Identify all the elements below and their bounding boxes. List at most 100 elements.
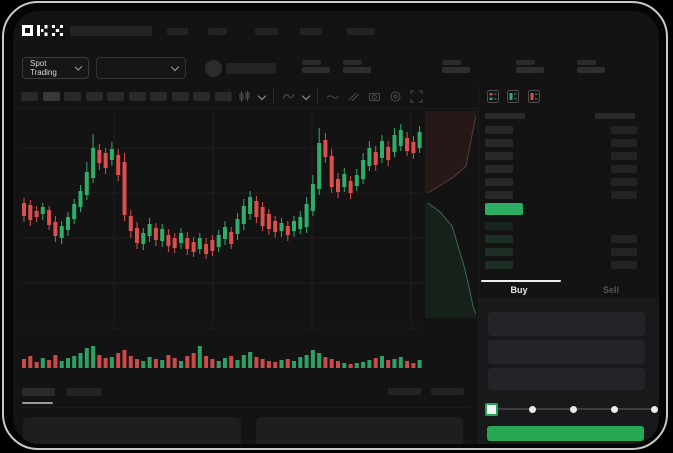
timeframe-button[interactable] (21, 92, 38, 101)
settings-icon[interactable] (389, 90, 402, 103)
active-tab-indicator (481, 280, 561, 282)
timeframe-button[interactable] (107, 92, 124, 101)
depth-asks-line (427, 115, 477, 194)
orderbook-view-toggles (487, 90, 544, 108)
chevron-down-icon (170, 62, 180, 71)
nav-item-placeholder[interactable] (300, 28, 322, 35)
fullscreen-icon[interactable] (410, 90, 423, 103)
pair-dropdown[interactable] (96, 57, 186, 79)
timeframe-button[interactable] (64, 92, 81, 101)
bid-amount-placeholder (611, 248, 637, 256)
bottom-active-tab-indicator (22, 402, 53, 404)
chevron-down-icon (74, 62, 83, 71)
indicators-icon[interactable] (282, 90, 295, 103)
ask-amount-placeholder (611, 178, 637, 186)
divider (13, 108, 478, 109)
timeframe-button[interactable] (193, 92, 210, 101)
depth-bids-fill (425, 203, 476, 318)
slider-handle[interactable] (484, 403, 498, 416)
timeframe-button[interactable] (128, 92, 146, 101)
nav-item-placeholder[interactable] (167, 28, 188, 35)
ask-amount-placeholder (611, 152, 637, 160)
bottom-tab-orders[interactable] (22, 388, 55, 396)
depth-chart (425, 111, 477, 318)
bid-price-placeholder[interactable] (485, 261, 513, 269)
stat-value-placeholder (343, 67, 371, 73)
orderbook-bids-icon[interactable] (507, 90, 520, 103)
buy-submit-button[interactable] (487, 426, 644, 441)
timeframe-button[interactable] (42, 92, 60, 101)
slider-stop[interactable] (651, 405, 658, 413)
slider-stop[interactable] (610, 405, 618, 413)
stat-label-placeholder (343, 60, 362, 65)
orderbook-header-price (485, 113, 525, 119)
last-price-badge (485, 203, 523, 215)
ask-amount-placeholder (611, 191, 637, 199)
ask-amount-placeholder (611, 165, 637, 173)
ask-amount-placeholder (611, 139, 637, 147)
market-type-label: Spot Trading (30, 59, 57, 77)
bottom-tab-history[interactable] (67, 388, 101, 396)
stat-label-placeholder (442, 60, 461, 65)
bid-price-placeholder[interactable] (485, 248, 513, 256)
nav-item-placeholder[interactable] (347, 28, 375, 35)
orderbook-header-amount (595, 113, 635, 119)
stat-label-placeholder (577, 60, 596, 65)
market-type-dropdown[interactable]: Spot Trading (22, 57, 89, 79)
bottom-action-placeholder[interactable] (388, 388, 421, 395)
tab-buy[interactable]: Buy (510, 285, 528, 295)
slider-stop[interactable] (569, 405, 577, 413)
ask-price-placeholder[interactable] (485, 139, 513, 147)
timeframe-button[interactable] (214, 92, 232, 101)
bid-price-placeholder[interactable] (485, 222, 513, 230)
divider (229, 89, 230, 103)
ask-amount-placeholder (611, 126, 637, 134)
bottom-panel-right (256, 417, 463, 444)
nav-item-placeholder[interactable] (208, 28, 227, 35)
coin-avatar (205, 60, 222, 77)
camera-icon[interactable] (368, 90, 381, 103)
ask-price-placeholder[interactable] (485, 191, 513, 199)
ask-price-placeholder[interactable] (485, 152, 513, 160)
slider-stop[interactable] (528, 405, 536, 413)
chevron-down-icon[interactable] (257, 91, 267, 101)
bid-price-placeholder[interactable] (485, 235, 513, 243)
ask-price-placeholder[interactable] (485, 178, 513, 186)
nav-item-placeholder[interactable] (255, 28, 278, 35)
divider (273, 89, 274, 103)
stat-label-placeholder (302, 60, 321, 65)
tab-sell[interactable]: Sell (602, 285, 619, 295)
chevron-down-icon[interactable] (301, 91, 311, 101)
pair-name-placeholder (226, 63, 276, 74)
bid-amount-placeholder (611, 235, 637, 243)
ask-price-placeholder[interactable] (485, 165, 513, 173)
timeframe-button[interactable] (85, 92, 103, 101)
stat-value-placeholder (302, 67, 330, 73)
ticker-search-placeholder[interactable] (70, 26, 152, 36)
bid-amount-placeholder (611, 261, 637, 269)
candlestick-type-icon[interactable] (238, 90, 251, 103)
stat-value-placeholder (577, 67, 605, 73)
bottom-action-placeholder[interactable] (431, 388, 464, 395)
draw-tool-icon[interactable] (347, 90, 360, 103)
orderbook-both-icon[interactable] (487, 90, 499, 103)
amount-input[interactable] (488, 340, 645, 364)
order-book-panel: Buy Sell (478, 85, 659, 444)
stat-value-placeholder (442, 67, 470, 73)
orderbook-asks-icon[interactable] (527, 90, 540, 103)
okx-logo[interactable] (22, 25, 64, 36)
divider (317, 89, 318, 103)
total-input[interactable] (488, 368, 645, 390)
stat-value-placeholder (516, 67, 544, 73)
price-input[interactable] (488, 312, 645, 336)
timeframe-button[interactable] (150, 92, 167, 101)
line-tool-icon[interactable] (326, 90, 339, 103)
depth-bids-line (427, 202, 477, 315)
timeframe-button[interactable] (171, 92, 189, 101)
candlestick-chart[interactable] (20, 110, 424, 372)
bottom-panel-left (23, 417, 241, 444)
ask-price-placeholder[interactable] (485, 126, 513, 134)
chart-tools (229, 89, 423, 103)
stat-label-placeholder (516, 60, 535, 65)
